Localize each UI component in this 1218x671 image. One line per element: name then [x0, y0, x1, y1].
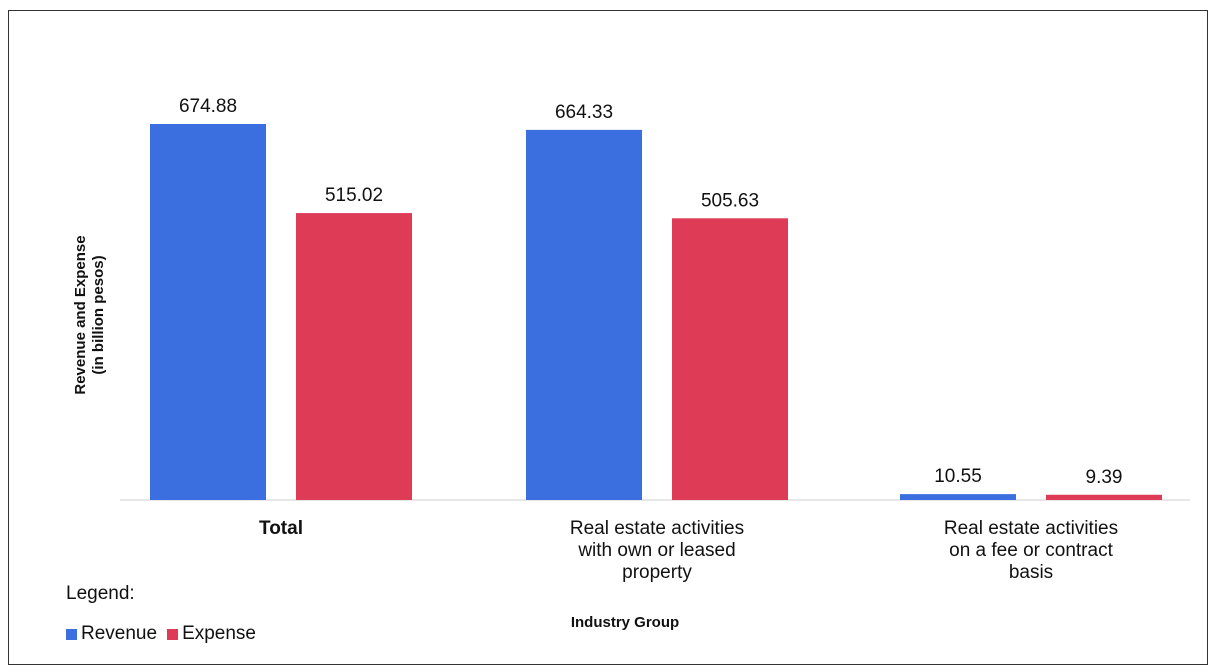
category-label-0: Total — [161, 518, 401, 540]
chart-frame — [8, 10, 1208, 665]
category-label-1: Real estate activities with own or leased… — [537, 518, 777, 584]
category-label-1-line-1: with own or leased — [578, 540, 736, 561]
legend-swatch-expense — [167, 628, 179, 640]
legend-item-revenue: Revenue — [66, 623, 157, 645]
data-label-expense-2: 9.39 — [1086, 467, 1123, 488]
data-label-revenue-0: 674.88 — [179, 96, 237, 117]
data-label-expense-1: 505.63 — [701, 190, 759, 211]
category-label-2: Real estate activities on a fee or contra… — [911, 518, 1151, 584]
category-label-1-line-0: Real estate activities — [569, 518, 745, 539]
category-label-2-line-2: basis — [1008, 562, 1054, 583]
bar-revenue-2 — [900, 494, 1016, 500]
legend-label-expense: Expense — [182, 623, 257, 644]
data-label-expense-0: 515.02 — [325, 185, 383, 206]
bar-expense-1 — [672, 218, 788, 500]
legend-label-revenue: Revenue — [81, 623, 158, 644]
category-label-0-line-0: Total — [259, 518, 303, 539]
category-label-2-line-0: Real estate activities — [943, 518, 1119, 539]
bar-revenue-0 — [150, 124, 266, 500]
y-axis-label-line-2: (in billion pesos) — [90, 255, 107, 375]
bar-revenue-1 — [526, 129, 642, 500]
bar-expense-2 — [1046, 494, 1162, 500]
data-label-revenue-1: 664.33 — [555, 102, 613, 123]
bar-expense-0 — [296, 213, 412, 500]
category-label-2-line-1: on a fee or contract — [949, 540, 1113, 561]
x-axis-label: Industry Group — [570, 614, 680, 631]
data-label-revenue-2: 10.55 — [934, 466, 982, 487]
y-axis-label: Revenue and Expense (in billion pesos) — [72, 235, 108, 394]
legend-item-expense: Expense — [167, 623, 256, 645]
legend-swatch-revenue — [66, 628, 77, 640]
legend-title: Legend: — [66, 583, 135, 604]
category-label-1-line-2: property — [622, 562, 692, 583]
y-axis-label-line-1: Revenue and Expense — [72, 235, 89, 395]
legend: Revenue Expense — [66, 623, 256, 645]
